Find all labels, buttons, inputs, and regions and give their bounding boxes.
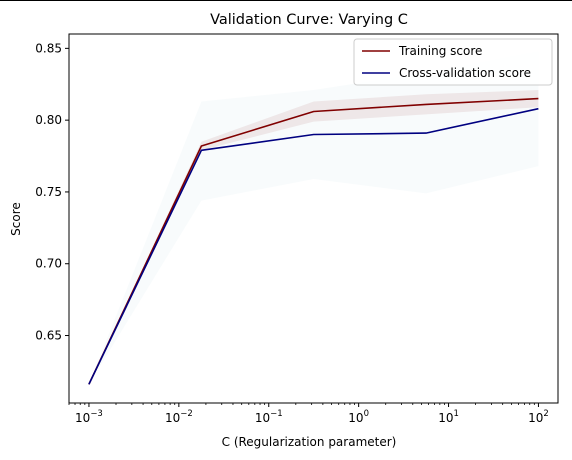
x-tick-label: 101 <box>438 409 459 425</box>
legend: Training score Cross-validation score <box>353 38 553 86</box>
x-tick-label: 102 <box>528 409 549 425</box>
x-tick-label: 10−1 <box>255 409 283 425</box>
x-tick-label: 100 <box>348 409 369 425</box>
legend-box <box>353 38 553 86</box>
x-tick-label: 10−2 <box>165 409 193 425</box>
x-axis-ticks: 10−3 10−2 10−1 100 101 102 <box>75 403 549 425</box>
chart-title: Validation Curve: Varying C <box>210 12 408 28</box>
series-lines <box>88 97 539 385</box>
legend-label-2: Cross-validation score <box>399 66 531 80</box>
y-tick-label: 0.85 <box>35 41 62 55</box>
x-tick-label: 10−3 <box>75 409 103 425</box>
y-axis-title: Score <box>9 202 23 236</box>
x-axis-minor-ticks <box>68 403 535 405</box>
line-series-1 <box>88 97 539 385</box>
x-axis-title: C (Regularization parameter) <box>222 435 397 449</box>
y-tick-label: 0.65 <box>35 329 62 343</box>
y-tick-label: 0.70 <box>35 257 62 271</box>
y-tick-label: 0.75 <box>35 185 62 199</box>
confidence-bands <box>88 51 539 385</box>
y-tick-label: 0.80 <box>35 113 62 127</box>
legend-label-1: Training score <box>398 44 482 58</box>
line-series-2 <box>88 107 539 385</box>
plot-frame <box>68 33 559 404</box>
y-axis-ticks: 0.65 0.70 0.75 0.80 0.85 <box>35 41 69 343</box>
band-series-2 <box>88 51 539 385</box>
